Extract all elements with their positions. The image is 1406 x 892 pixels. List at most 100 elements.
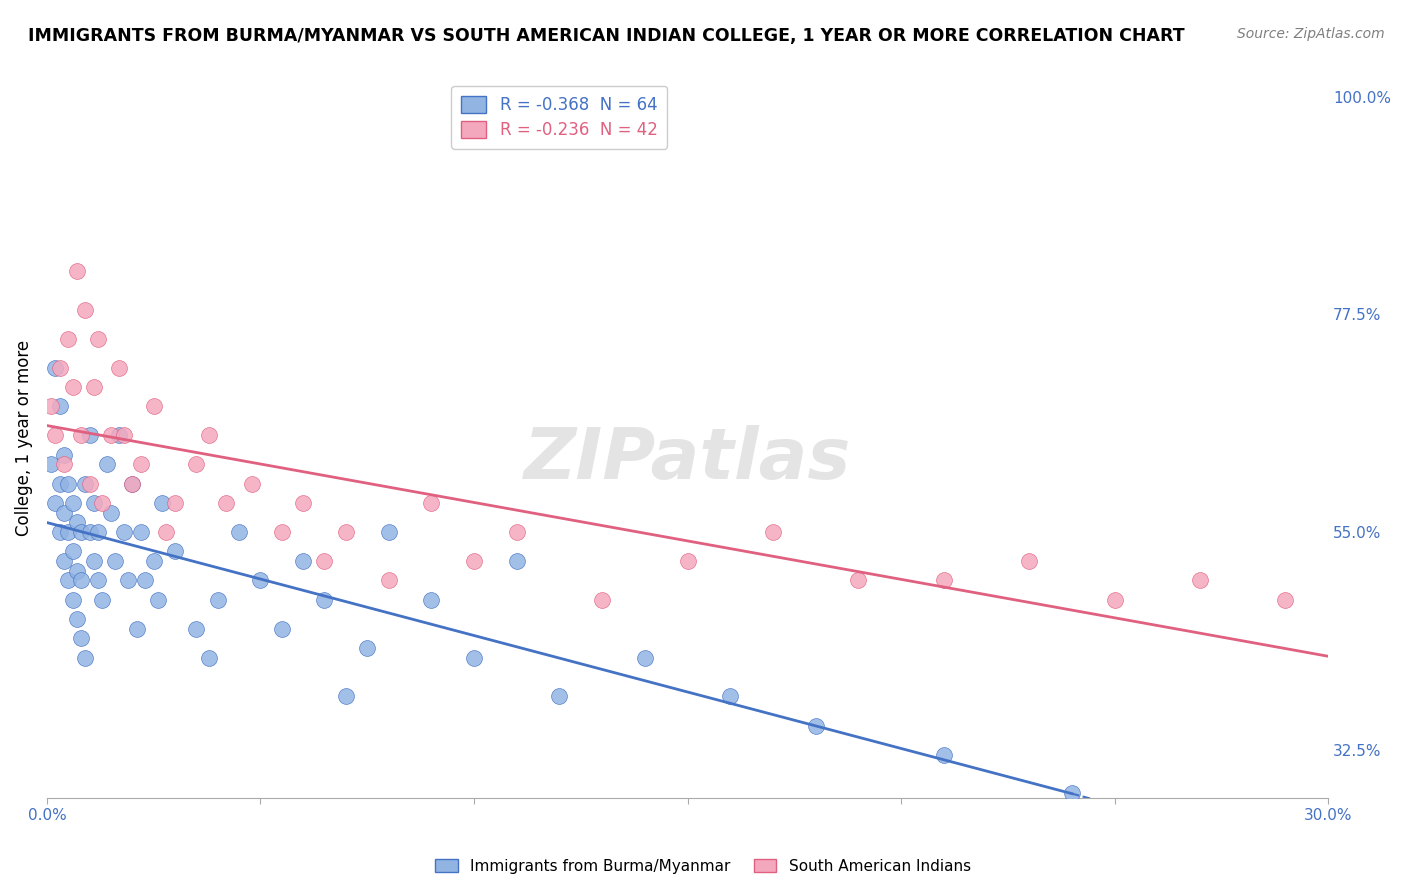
Point: [228, 524, 250, 539]
Point: [48, 524, 70, 539]
Point: [100, 506, 122, 520]
Point: [83, 554, 105, 568]
Point: [75, 650, 97, 665]
Point: [39, 400, 62, 414]
Y-axis label: College, 1 year or more: College, 1 year or more: [15, 340, 32, 536]
Point: [91, 496, 114, 510]
Point: [186, 622, 208, 636]
Point: [314, 592, 336, 607]
Point: [44, 428, 66, 442]
Point: [96, 458, 118, 472]
Point: [1060, 786, 1083, 800]
Legend: Immigrants from Burma/Myanmar, South American Indians: Immigrants from Burma/Myanmar, South Ame…: [429, 853, 977, 880]
Point: [314, 554, 336, 568]
Point: [146, 592, 169, 607]
Text: Source: ZipAtlas.com: Source: ZipAtlas.com: [1237, 27, 1385, 41]
Point: [718, 690, 741, 704]
Point: [79, 428, 101, 442]
Point: [87, 524, 110, 539]
Point: [804, 718, 827, 732]
Point: [79, 476, 101, 491]
Point: [846, 574, 869, 588]
Point: [104, 554, 127, 568]
Point: [58, 524, 80, 539]
Point: [207, 592, 229, 607]
Point: [52, 506, 75, 520]
Point: [108, 428, 131, 442]
Point: [66, 564, 89, 578]
Point: [548, 690, 571, 704]
Point: [1104, 592, 1126, 607]
Point: [591, 592, 613, 607]
Point: [505, 554, 527, 568]
Point: [198, 650, 221, 665]
Point: [52, 554, 75, 568]
Point: [186, 458, 208, 472]
Text: IMMIGRANTS FROM BURMA/MYANMAR VS SOUTH AMERICAN INDIAN COLLEGE, 1 YEAR OR MORE C: IMMIGRANTS FROM BURMA/MYANMAR VS SOUTH A…: [28, 27, 1185, 45]
Point: [463, 650, 485, 665]
Point: [377, 574, 399, 588]
Point: [932, 574, 955, 588]
Point: [112, 524, 135, 539]
Point: [70, 632, 93, 646]
Point: [377, 524, 399, 539]
Point: [163, 496, 186, 510]
Point: [215, 496, 238, 510]
Point: [112, 428, 135, 442]
Point: [270, 524, 292, 539]
Point: [70, 574, 93, 588]
Point: [142, 554, 165, 568]
Point: [66, 612, 89, 626]
Text: ZIPatlas: ZIPatlas: [524, 425, 851, 494]
Point: [240, 476, 263, 491]
Point: [356, 641, 378, 656]
Point: [66, 516, 89, 530]
Point: [121, 476, 143, 491]
Point: [129, 458, 152, 472]
Point: [62, 592, 84, 607]
Point: [58, 332, 80, 346]
Point: [87, 332, 110, 346]
Point: [634, 650, 657, 665]
Point: [75, 302, 97, 317]
Point: [79, 524, 101, 539]
Point: [420, 592, 443, 607]
Point: [125, 622, 148, 636]
Point: [62, 544, 84, 558]
Point: [62, 380, 84, 394]
Point: [70, 428, 93, 442]
Point: [1018, 554, 1040, 568]
Point: [1188, 574, 1211, 588]
Point: [48, 400, 70, 414]
Point: [48, 476, 70, 491]
Point: [142, 400, 165, 414]
Point: [270, 622, 292, 636]
Point: [150, 496, 173, 510]
Point: [66, 264, 89, 278]
Point: [292, 554, 315, 568]
Point: [292, 496, 315, 510]
Point: [121, 476, 143, 491]
Point: [58, 476, 80, 491]
Point: [83, 496, 105, 510]
Point: [463, 554, 485, 568]
Point: [676, 554, 699, 568]
Point: [198, 428, 221, 442]
Point: [58, 574, 80, 588]
Point: [44, 496, 66, 510]
Point: [134, 574, 156, 588]
Point: [83, 380, 105, 394]
Point: [129, 524, 152, 539]
Point: [505, 524, 527, 539]
Point: [87, 574, 110, 588]
Point: [100, 428, 122, 442]
Point: [1274, 592, 1296, 607]
Point: [52, 458, 75, 472]
Point: [335, 690, 357, 704]
Point: [932, 747, 955, 762]
Point: [249, 574, 271, 588]
Point: [335, 524, 357, 539]
Point: [91, 592, 114, 607]
Point: [108, 360, 131, 375]
Point: [52, 448, 75, 462]
